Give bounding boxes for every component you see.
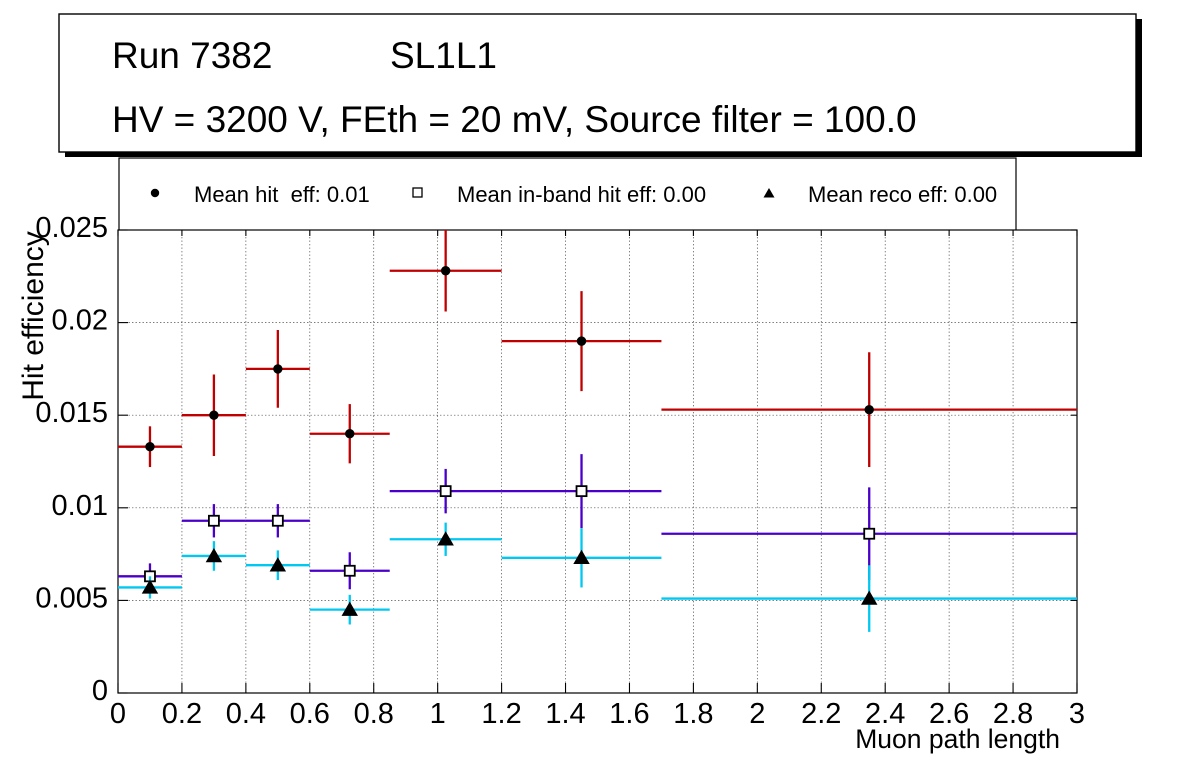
svg-text:0.005: 0.005 [35,582,108,614]
svg-text:Mean reco eff: 0.00: Mean reco eff: 0.00 [808,182,997,207]
svg-text:HV = 3200 V, FEth = 20 mV, Sou: HV = 3200 V, FEth = 20 mV, Source filter… [112,99,917,140]
svg-text:1.4: 1.4 [545,698,585,730]
svg-text:0.6: 0.6 [290,698,330,730]
svg-text:0: 0 [92,675,108,707]
svg-text:0.8: 0.8 [354,698,394,730]
svg-text:0.015: 0.015 [35,397,108,429]
svg-text:1.2: 1.2 [481,698,521,730]
svg-text:Run 7382: Run 7382 [112,35,272,76]
svg-text:Mean hit eff: 0.01: Mean hit eff: 0.01 [194,182,370,207]
svg-text:1.8: 1.8 [673,698,713,730]
svg-text:1.6: 1.6 [609,698,649,730]
svg-text:Muon path length: Muon path length [855,724,1060,754]
svg-text:0: 0 [110,698,126,730]
svg-text:3: 3 [1069,698,1085,730]
svg-text:0.4: 0.4 [226,698,266,730]
svg-text:0.02: 0.02 [52,305,108,337]
svg-text:0.01: 0.01 [52,490,108,522]
svg-text:2.2: 2.2 [801,698,841,730]
svg-text:1: 1 [430,698,446,730]
svg-text:Mean in-band hit eff: 0.00: Mean in-band hit eff: 0.00 [457,182,706,207]
svg-text:2: 2 [749,698,765,730]
svg-text:0.2: 0.2 [162,698,202,730]
svg-text:SL1L1: SL1L1 [390,35,497,76]
svg-text:Hit efficiency: Hit efficiency [17,231,50,401]
